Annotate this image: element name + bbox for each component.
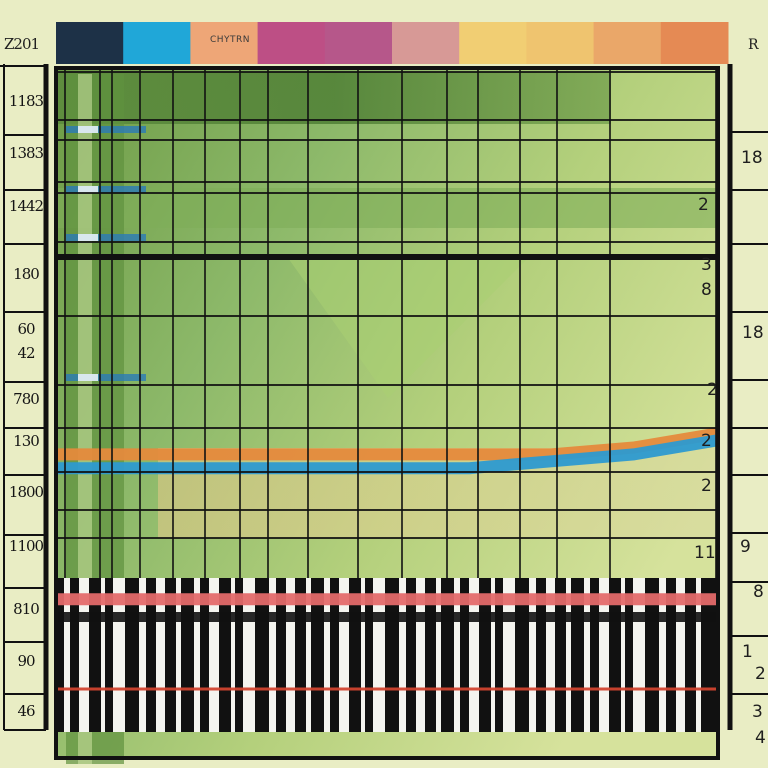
lower-band <box>158 448 716 538</box>
barcode-bar <box>416 578 425 732</box>
barcode-bar <box>79 578 89 732</box>
barcode-gap <box>58 612 716 622</box>
right-axis-label: 18 <box>742 323 764 343</box>
series-line <box>58 434 717 475</box>
barcode-bar <box>324 578 330 732</box>
header-swatch <box>123 22 191 64</box>
barcode-bar <box>176 578 181 732</box>
barcode-bar <box>676 578 685 732</box>
barcode-bar <box>599 578 609 732</box>
left-axis-label: 180 <box>13 265 40 283</box>
right-axis-label: 18 <box>741 148 763 168</box>
barcode-bar <box>399 578 406 732</box>
barcode-bar <box>469 578 479 732</box>
barcode-bar <box>454 578 460 732</box>
barcode-bar <box>231 578 235 732</box>
header-swatch <box>257 22 326 64</box>
header-swatch <box>190 22 259 64</box>
barcode-bar <box>306 578 311 732</box>
left-axis-label: 130 <box>13 432 40 450</box>
header-swatch-text: CHYTRN <box>210 35 251 45</box>
left-axis-label: 1183 <box>8 92 44 110</box>
top-band <box>58 72 611 124</box>
barcode-bar <box>194 578 200 732</box>
barcode-bar <box>584 578 590 732</box>
left-axis-label: 90 <box>17 652 35 670</box>
right-axis-label: 1 <box>742 642 753 662</box>
right-axis-label: 4 <box>755 728 766 748</box>
light-wedge <box>288 258 528 398</box>
barcode-bar <box>491 578 495 732</box>
marker-bar <box>66 374 146 381</box>
barcode-bar <box>269 578 276 732</box>
right-axis-label: 8 <box>701 280 712 300</box>
barcode-bar <box>696 578 701 732</box>
plot-frame <box>54 66 720 760</box>
right-axis-label: 3 <box>752 702 763 722</box>
header-swatch <box>459 22 527 64</box>
corner-label-left: Z201 <box>4 35 40 53</box>
marker-highlight <box>78 374 98 381</box>
barcode-bar <box>361 578 365 732</box>
left-axis-label: 60 <box>17 320 35 338</box>
barcode-bar <box>621 578 625 732</box>
header-swatch <box>526 22 595 64</box>
header-swatch <box>660 22 729 64</box>
left-axis-label: 780 <box>13 390 40 408</box>
barcode-bar <box>101 578 105 732</box>
left-axis-label: 46 <box>17 702 35 720</box>
barcode-bar <box>566 578 571 732</box>
header-swatch <box>56 22 124 64</box>
barcode-bar <box>156 578 165 732</box>
left-axis-label: 42 <box>17 344 35 362</box>
barcode-bar <box>436 578 441 732</box>
left-axis-label: 810 <box>13 600 40 618</box>
barcode-bar <box>339 578 349 732</box>
right-axis-label: 2 <box>701 476 712 496</box>
right-axis-label: 9 <box>740 537 751 557</box>
header-swatch <box>392 22 460 64</box>
marker-highlight <box>78 126 98 133</box>
marker-highlight <box>78 234 98 241</box>
left-axis-label: 1442 <box>8 197 44 215</box>
right-axis-label: 2 <box>707 380 718 400</box>
left-axis-label: 1383 <box>8 144 44 162</box>
marker-highlight <box>78 186 98 193</box>
barcode-bar <box>529 578 536 732</box>
barcode-bar <box>546 578 555 732</box>
right-axis-label: 2 <box>701 431 712 451</box>
header-swatch <box>593 22 662 64</box>
left-axis-label: 1800 <box>8 483 44 501</box>
barcode-bar <box>286 578 295 732</box>
barcode-bar <box>139 578 146 732</box>
right-axis-label: 2 <box>755 664 766 684</box>
marker-bar <box>66 126 146 133</box>
marker-bar <box>66 234 146 241</box>
mid-band <box>58 188 716 228</box>
barcode-bar <box>64 578 70 732</box>
right-axis-label: 2 <box>698 195 709 215</box>
right-axis-label: 11 <box>694 543 716 563</box>
right-axis-label: 8 <box>753 582 764 602</box>
barcode-bar <box>659 578 666 732</box>
header-swatch <box>324 22 393 64</box>
marker-bar <box>66 186 146 193</box>
corner-label-right: R <box>748 37 759 53</box>
series-line <box>58 427 717 461</box>
left-axis-label: 1100 <box>8 537 44 555</box>
barcode-bar <box>209 578 219 732</box>
right-axis-label: 3 <box>701 255 712 275</box>
